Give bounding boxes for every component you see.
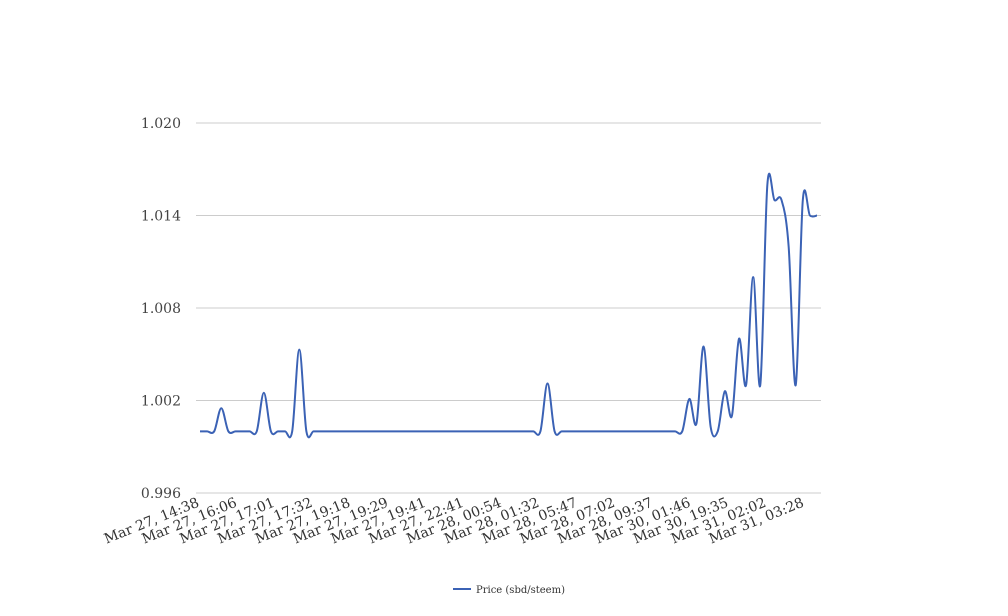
price-series-line (200, 172, 818, 439)
plot-area (200, 172, 818, 439)
y-tick-label: 1.008 (141, 301, 181, 317)
legend: Price (sbd/steem) (453, 585, 565, 596)
legend-label: Price (sbd/steem) (476, 585, 565, 596)
y-tick-label: 0.996 (141, 486, 181, 502)
y-tick-label: 1.002 (141, 394, 181, 410)
y-tick-label: 1.020 (141, 116, 181, 132)
y-gridlines (196, 122, 821, 494)
y-axis: 0.996 1.002 1.008 1.014 1.020 (141, 116, 181, 502)
y-tick-label: 1.014 (141, 209, 181, 225)
